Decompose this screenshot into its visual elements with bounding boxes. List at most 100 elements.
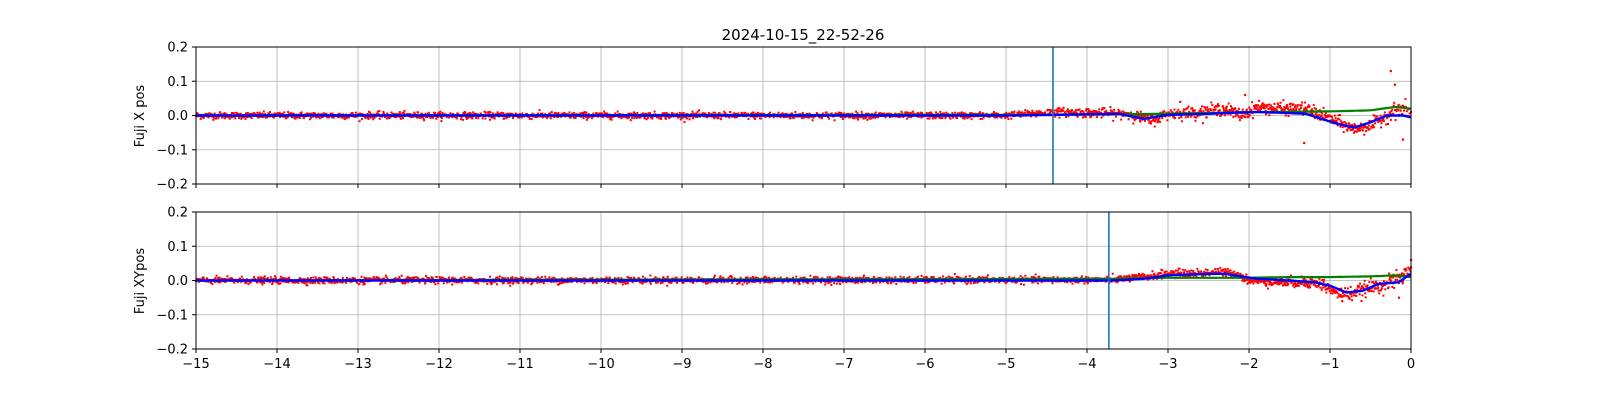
red-data-point [848,276,851,279]
red-data-point [820,117,823,120]
red-data-point [309,118,312,121]
red-data-point [1052,276,1055,279]
red-data-point [856,276,859,279]
red-data-point [1235,273,1238,276]
red-data-point [1101,107,1104,110]
red-data-point [1246,113,1249,116]
red-data-point [500,111,503,114]
red-data-point [268,280,271,283]
red-data-point [956,117,959,120]
red-data-point [1179,110,1182,113]
red-data-point [466,112,469,115]
red-data-point [414,276,417,279]
red-data-point [1374,117,1377,120]
red-data-point [1289,102,1292,105]
red-data-point [233,281,236,284]
red-data-point [712,111,715,114]
red-data-point [1056,111,1059,114]
red-data-point [1395,110,1398,113]
red-data-point [866,118,869,121]
red-data-point [503,281,506,284]
red-data-point [1254,107,1257,110]
red-data-point [1060,110,1063,113]
red-data-point [1116,281,1119,284]
red-data-point [853,117,856,120]
red-data-point [1263,103,1266,106]
red-data-point [631,281,634,284]
red-data-point [856,112,859,115]
red-data-point [746,282,749,285]
red-data-point [299,277,302,280]
red-data-point [378,117,381,120]
red-data-point [1004,282,1007,285]
red-data-point [649,274,652,277]
red-data-point [1385,123,1388,126]
red-data-point [340,115,343,118]
red-data-point [548,276,551,279]
red-data-point [738,281,741,284]
red-data-point [607,282,610,285]
red-data-point [1263,107,1266,110]
red-data-point [1225,105,1228,108]
red-data-point [1019,111,1022,114]
red-data-point [1268,283,1271,286]
red-data-point [249,280,252,283]
red-data-point [1281,108,1284,111]
red-data-point [559,282,562,285]
red-data-point [376,276,379,279]
red-data-point [384,274,387,277]
red-data-point [1330,119,1333,122]
red-data-point [1236,113,1239,116]
red-data-point [1137,272,1140,275]
red-data-point [590,117,593,120]
red-data-point [1189,115,1192,118]
red-data-point [994,116,997,119]
red-data-point [438,275,441,278]
red-data-point [1338,114,1341,117]
red-data-point [1208,274,1211,277]
red-data-point [1205,116,1208,119]
red-data-point [1156,121,1159,124]
red-data-point [1337,117,1340,120]
red-data-point [1235,109,1238,112]
red-data-point [1276,106,1279,109]
red-data-point [487,112,490,115]
red-data-point [1201,122,1204,125]
red-data-point [874,111,877,114]
red-data-point [1172,115,1175,118]
red-data-point [1229,272,1232,275]
y-tick-label: −0.2 [156,178,188,193]
red-data-point [686,276,689,279]
red-data-point [542,282,545,285]
red-data-point [1103,110,1106,113]
red-data-point [271,283,274,286]
red-data-point [509,284,512,287]
red-data-point [1348,126,1351,129]
red-data-point [244,117,247,120]
red-data-point [511,117,514,120]
red-data-point [323,282,326,285]
red-data-point [1402,104,1405,107]
red-data-point [379,283,382,286]
red-data-point [1251,117,1254,120]
red-data-point [919,111,922,114]
red-data-point [736,282,739,285]
red-data-point [1074,110,1077,113]
red-data-point [906,280,909,283]
red-data-point [360,117,363,120]
red-data-point [264,113,267,116]
red-data-point [978,275,981,278]
red-data-point [369,277,372,280]
red-data-point [1263,281,1266,284]
red-data-point [1013,276,1016,279]
red-data-point [684,115,687,118]
red-data-point [826,276,829,279]
red-data-point [983,281,986,284]
red-data-point [827,116,830,119]
red-data-point [1273,282,1276,285]
red-data-point [1379,120,1382,123]
red-data-point [1198,109,1201,112]
red-data-point [1170,270,1173,273]
red-data-point [1193,115,1196,118]
red-data-point [872,275,875,278]
